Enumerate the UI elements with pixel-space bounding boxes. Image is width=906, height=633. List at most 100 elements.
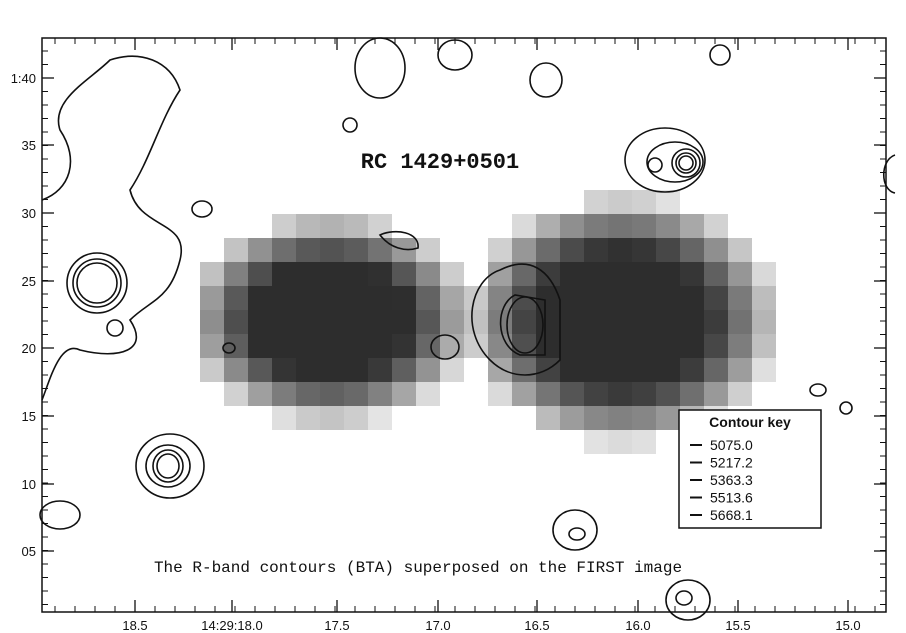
- image-pixel: [680, 382, 704, 406]
- image-pixel: [680, 286, 704, 310]
- image-pixel: [536, 214, 560, 238]
- image-pixel: [560, 406, 584, 430]
- image-pixel: [392, 310, 416, 334]
- image-pixel: [416, 238, 440, 262]
- image-pixel: [416, 262, 440, 286]
- image-pixel: [344, 214, 368, 238]
- image-pixel: [656, 190, 680, 214]
- image-pixel: [752, 334, 776, 358]
- image-pixel: [344, 286, 368, 310]
- image-pixel: [224, 310, 248, 334]
- legend-label: 5363.3: [710, 472, 753, 488]
- image-pixel: [440, 286, 464, 310]
- caption: The R-band contours (BTA) superposed on …: [154, 559, 682, 577]
- image-pixel: [536, 238, 560, 262]
- image-pixel: [560, 286, 584, 310]
- image-pixel: [656, 406, 680, 430]
- image-pixel: [752, 262, 776, 286]
- image-pixel: [632, 286, 656, 310]
- image-pixel: [416, 310, 440, 334]
- image-pixel: [200, 358, 224, 382]
- image-pixel: [272, 382, 296, 406]
- radio-image: [200, 190, 776, 454]
- image-pixel: [272, 334, 296, 358]
- legend-label: 5513.6: [710, 490, 753, 506]
- image-pixel: [512, 238, 536, 262]
- image-pixel: [608, 286, 632, 310]
- image-pixel: [632, 406, 656, 430]
- image-pixel: [272, 286, 296, 310]
- image-pixel: [584, 406, 608, 430]
- image-pixel: [560, 382, 584, 406]
- legend-label: 5668.1: [710, 507, 753, 523]
- y-tick-label: 30: [22, 206, 36, 221]
- image-pixel: [440, 358, 464, 382]
- image-pixel: [704, 286, 728, 310]
- y-tick-label: 1:40: [11, 71, 36, 86]
- image-pixel: [656, 358, 680, 382]
- image-pixel: [320, 238, 344, 262]
- image-pixel: [224, 262, 248, 286]
- image-pixel: [296, 310, 320, 334]
- image-pixel: [296, 382, 320, 406]
- image-pixel: [464, 310, 488, 334]
- image-pixel: [656, 334, 680, 358]
- image-pixel: [704, 238, 728, 262]
- image-pixel: [320, 310, 344, 334]
- image-pixel: [296, 262, 320, 286]
- image-pixel: [344, 406, 368, 430]
- tick-marks: [42, 38, 886, 612]
- image-pixel: [584, 310, 608, 334]
- image-pixel: [320, 406, 344, 430]
- image-pixel: [296, 286, 320, 310]
- image-pixel: [368, 214, 392, 238]
- image-pixel: [560, 262, 584, 286]
- legend-box: [678, 409, 822, 529]
- x-tick-label: 16.5: [524, 618, 549, 633]
- image-pixel: [536, 262, 560, 286]
- image-pixel: [704, 214, 728, 238]
- image-pixel: [608, 382, 632, 406]
- image-pixel: [656, 286, 680, 310]
- image-pixel: [440, 262, 464, 286]
- image-pixel: [512, 214, 536, 238]
- image-pixel: [296, 406, 320, 430]
- image-pixel: [224, 286, 248, 310]
- image-pixel: [296, 358, 320, 382]
- image-pixel: [512, 382, 536, 406]
- image-pixel: [416, 382, 440, 406]
- x-tick-label: 15.5: [725, 618, 750, 633]
- image-pixel: [272, 262, 296, 286]
- image-pixel: [752, 286, 776, 310]
- image-pixel: [656, 238, 680, 262]
- image-pixel: [608, 310, 632, 334]
- image-pixel: [728, 262, 752, 286]
- image-pixel: [680, 334, 704, 358]
- image-pixel: [680, 358, 704, 382]
- image-pixel: [608, 190, 632, 214]
- image-pixel: [368, 334, 392, 358]
- image-pixel: [296, 238, 320, 262]
- image-pixel: [200, 334, 224, 358]
- image-pixel: [344, 334, 368, 358]
- image-pixel: [248, 238, 272, 262]
- image-pixel: [440, 334, 464, 358]
- image-pixel: [368, 382, 392, 406]
- chart-title: RC 1429+0501: [361, 150, 519, 175]
- image-pixel: [440, 310, 464, 334]
- image-pixel: [488, 238, 512, 262]
- image-pixel: [248, 286, 272, 310]
- image-pixel: [224, 238, 248, 262]
- y-tick-label: 05: [22, 544, 36, 559]
- image-pixel: [272, 406, 296, 430]
- image-pixel: [608, 214, 632, 238]
- image-pixel: [656, 262, 680, 286]
- image-pixel: [656, 382, 680, 406]
- image-pixel: [272, 310, 296, 334]
- image-pixel: [488, 382, 512, 406]
- image-pixel: [416, 286, 440, 310]
- x-tick-label: 17.0: [425, 618, 450, 633]
- image-pixel: [560, 238, 584, 262]
